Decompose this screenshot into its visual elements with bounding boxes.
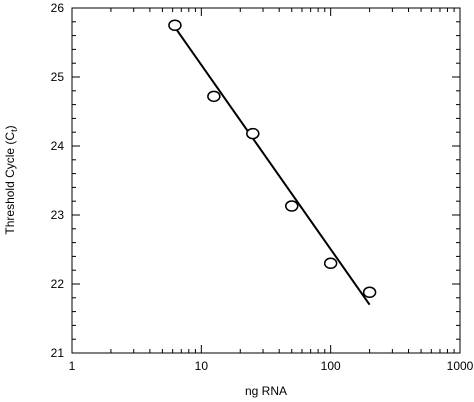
regression-line xyxy=(174,26,371,306)
data-point xyxy=(323,257,338,270)
data-point xyxy=(207,90,221,103)
data-point xyxy=(362,286,377,299)
data-point xyxy=(246,127,260,140)
y-tick-label: 26 xyxy=(51,1,65,15)
x-axis-ticks: 1 10 100 1000 xyxy=(69,8,474,373)
y-axis-label: Threshold Cycle (Ct) xyxy=(3,125,19,234)
data-point xyxy=(168,19,182,31)
plot-frame xyxy=(71,7,461,354)
y-axis-ticks: 21 22 23 24 25 26 xyxy=(51,1,460,360)
y-tick-label: 24 xyxy=(51,139,65,153)
x-tick-label: 10 xyxy=(195,359,209,373)
y-tick-label: 23 xyxy=(51,208,65,222)
x-axis-label: ng RNA xyxy=(245,384,287,398)
y-tick-label: 22 xyxy=(51,277,65,291)
data-point xyxy=(284,200,299,212)
y-tick-label: 21 xyxy=(51,346,65,360)
x-tick-label: 1000 xyxy=(447,359,474,373)
x-tick-label: 1 xyxy=(69,359,76,373)
x-tick-label: 100 xyxy=(321,359,341,373)
y-tick-label: 25 xyxy=(51,70,65,84)
data-points xyxy=(168,19,377,299)
